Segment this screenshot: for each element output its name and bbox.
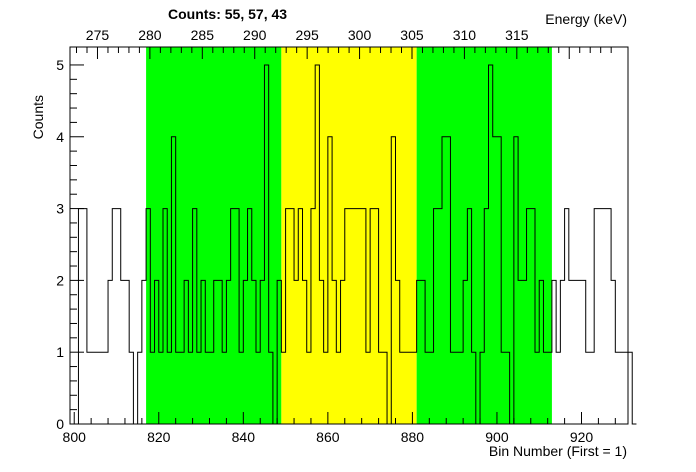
x-tick-label: 860 [316, 429, 340, 445]
x-axis-label: Bin Number (First = 1) [489, 443, 627, 459]
counts-axis: 0 1 2 3 4 5 [56, 57, 84, 432]
y-axis-label: Counts [30, 95, 46, 139]
y-tick-label: 0 [56, 416, 64, 432]
highlight-regions [146, 47, 552, 424]
region-1 [281, 47, 417, 424]
energy-tick-label: 280 [138, 27, 162, 43]
x-tick-label: 920 [570, 429, 594, 445]
energy-tick-label: 305 [400, 27, 424, 43]
energy-tick-label: 290 [243, 27, 267, 43]
energy-axis-label: Energy (keV) [545, 11, 627, 27]
x-tick-label: 880 [401, 429, 425, 445]
x-tick-label: 840 [232, 429, 256, 445]
y-tick-label: 3 [56, 201, 64, 217]
energy-tick-label: 295 [295, 27, 319, 43]
y-tick-label: 1 [56, 344, 64, 360]
histogram-line [77, 64, 637, 425]
y-tick-label: 4 [56, 129, 64, 145]
energy-axis: 275 280 285 290 295 300 305 310 315 [76, 27, 612, 59]
y-tick-label: 5 [56, 57, 64, 73]
bin-axis: 800 820 840 860 880 900 920 [63, 412, 616, 445]
x-tick-label: 900 [485, 429, 509, 445]
energy-tick-label: 300 [348, 27, 372, 43]
x-tick-label: 820 [147, 429, 171, 445]
chart-title: Counts: 55, 57, 43 [168, 6, 287, 22]
energy-tick-label: 285 [191, 27, 215, 43]
energy-tick-label: 275 [86, 27, 110, 43]
energy-tick-label: 310 [453, 27, 477, 43]
energy-tick-label: 315 [505, 27, 529, 43]
y-tick-label: 2 [56, 272, 64, 288]
x-tick-label: 800 [63, 429, 87, 445]
region-0 [146, 47, 282, 424]
